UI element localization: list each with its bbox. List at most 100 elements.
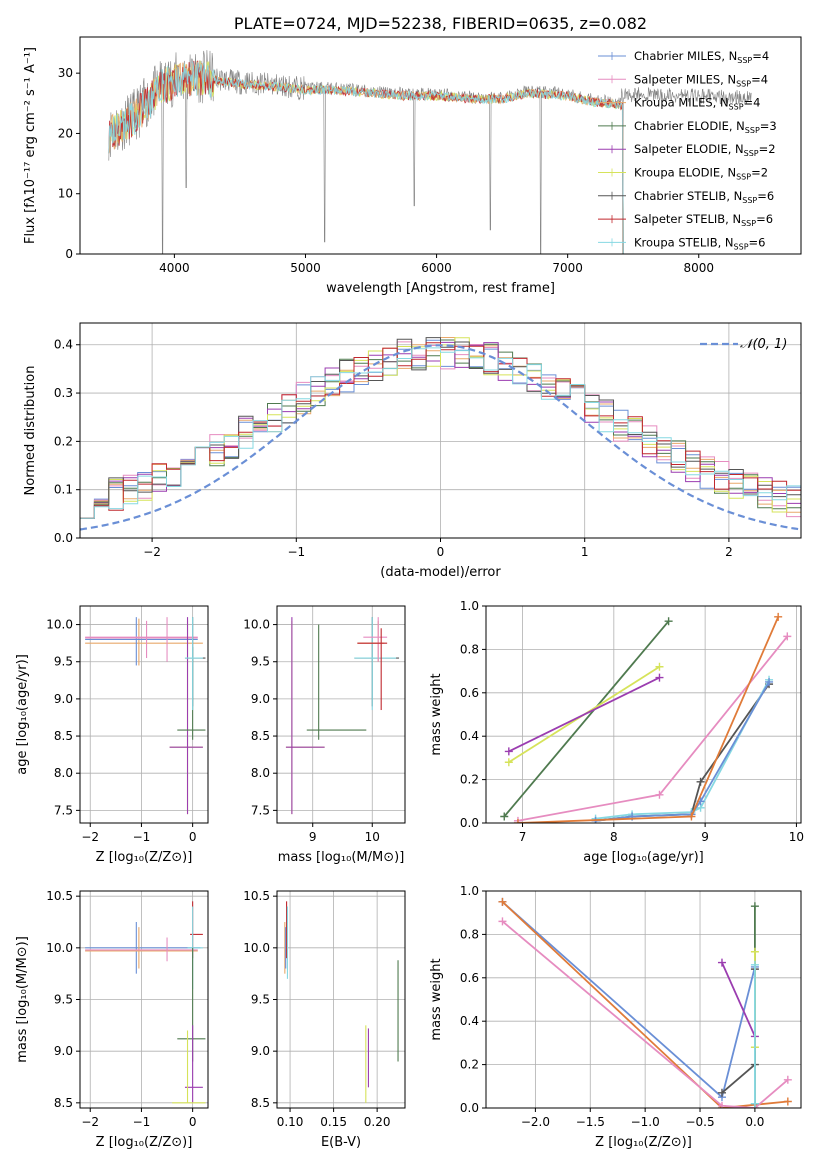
series-chabrier_miles <box>498 897 759 1102</box>
plot-area-mass_vs_z <box>80 891 208 1108</box>
y-tick-label: 10.0 <box>46 941 73 955</box>
legend-label: Salpeter ELODIE, NSSP=2 <box>634 142 776 158</box>
panel-mass_vs_z: −2 −1 0 8.5 9.0 9.5 10.0 10.5 Z [log₁₀(Z/Z⊙)] mas… <box>15 889 209 1150</box>
x-axis-label: age [log₁₀(age/yr)] <box>583 850 704 865</box>
x-tick-label: 0.10 <box>277 1115 304 1129</box>
point-chabrier_miles <box>85 617 198 666</box>
y-tick-label: 10.5 <box>243 889 270 903</box>
point-salpeter_elodie <box>285 617 325 815</box>
plot-area-weight_vs_z <box>486 891 801 1108</box>
y-tick-label: 0.4 <box>460 729 479 743</box>
y-tick-label: 8.0 <box>54 766 73 780</box>
x-tick-label: −1 <box>133 1115 151 1129</box>
point-marker <box>750 1099 759 1108</box>
series-line <box>595 683 770 822</box>
y-tick-label: 0.6 <box>460 686 479 700</box>
point-salpeter_stelib <box>357 628 388 711</box>
y-tick-label: 0 <box>65 247 73 261</box>
y-axis-label: mass weight <box>429 673 444 755</box>
series-kroupa_stelib <box>750 960 759 1108</box>
point-marker <box>750 902 759 911</box>
point-kroupa_miles <box>357 620 385 662</box>
series-salpeter_elodie <box>717 958 759 1041</box>
y-tick-label: 9.5 <box>54 655 73 669</box>
axes-frame <box>79 890 209 1109</box>
y-tick-label: 8.0 <box>251 766 270 780</box>
legend-label: Salpeter STELIB, NSSP=6 <box>634 212 773 228</box>
x-tick-label: −2.0 <box>521 1115 550 1129</box>
y-axis-label: mass [log₁₀(M/M⊙)] <box>15 936 30 1063</box>
point-kroupa_stelib <box>354 617 397 711</box>
axes-frame <box>276 605 406 824</box>
series-line <box>501 901 788 1108</box>
point-marker <box>717 1088 726 1097</box>
point-marker <box>655 662 664 671</box>
point-marker <box>783 1097 792 1106</box>
x-tick-label: −1 <box>287 545 305 559</box>
x-tick-label: 0 <box>437 545 445 559</box>
x-tick-label: 6000 <box>421 261 452 275</box>
gaussian-curve <box>80 344 799 531</box>
axes-frame <box>276 890 406 1109</box>
y-tick-label: 0.6 <box>460 971 479 985</box>
axes-frame <box>79 36 802 255</box>
point-marker <box>750 960 759 969</box>
point-marker <box>783 1075 792 1084</box>
x-tick-label: 0 <box>189 1115 197 1129</box>
point-salpeter_elodie <box>169 617 203 815</box>
y-tick-label: 10.5 <box>46 889 73 903</box>
chart-title: PLATE=0724, MJD=52238, FIBERID=0635, z=0… <box>234 14 647 33</box>
point-marker <box>783 632 792 641</box>
series-line <box>721 962 756 1037</box>
y-axis-label: age [log₁₀(age/yr)] <box>15 654 30 775</box>
point-marker <box>774 612 783 621</box>
legend-label: Chabrier STELIB, NSSP=6 <box>634 189 774 205</box>
point-marker <box>687 812 696 821</box>
x-axis-label: E(B-V) <box>321 1135 361 1150</box>
point-marker <box>504 747 513 756</box>
point-marker <box>513 819 522 823</box>
plot-area-age_vs_mass <box>277 606 405 823</box>
x-axis-label: mass [log₁₀(M/M⊙)] <box>278 850 405 865</box>
legend-label: Kroupa STELIB, NSSP=6 <box>634 235 765 251</box>
point-marker <box>500 812 509 821</box>
point-kroupa_miles <box>85 927 198 969</box>
point-kroupa_elodie <box>169 620 203 815</box>
x-tick-label: −2 <box>81 830 99 844</box>
y-axis-label: Flux [fλ10⁻¹⁷ erg cm⁻² s⁻¹ A⁻¹] <box>23 47 38 244</box>
y-tick-label: 10.0 <box>46 618 73 632</box>
y-tick-label: 0.1 <box>54 483 73 497</box>
series-line <box>595 679 770 820</box>
point-chabrier_miles <box>85 922 201 974</box>
legend-label: Kroupa MILES, NSSP=4 <box>634 96 760 112</box>
point-marker <box>717 1101 726 1108</box>
series-chabrier_elodie <box>500 617 673 821</box>
point-kroupa_miles <box>85 618 203 666</box>
y-tick-label: 0.2 <box>460 1058 479 1072</box>
point-marker <box>765 677 774 686</box>
point-chabrier_elodie <box>177 947 206 1062</box>
series-orange <box>513 612 783 823</box>
histogram-kroupa_stelib <box>80 347 801 519</box>
axes-frame <box>485 605 802 824</box>
x-tick-label: 7 <box>519 830 527 844</box>
panel-age_vs_mass: 9 10 7.5 8.0 8.5 9.0 9.5 10.0 mass [log₁₀(M/M⊙)] <box>243 605 406 865</box>
x-tick-label: 1 <box>581 545 589 559</box>
x-tick-label: −2 <box>81 1115 99 1129</box>
point-salpeter_miles <box>363 617 388 662</box>
x-tick-label: 0.20 <box>364 1115 391 1129</box>
legend-label: 𝒩(0, 1) <box>740 337 787 352</box>
x-tick-label: 2 <box>725 545 733 559</box>
series-salpeter_elodie <box>504 673 664 756</box>
x-tick-label: −1 <box>133 830 151 844</box>
legend-label: Chabrier MILES, NSSP=4 <box>634 49 769 65</box>
x-tick-label: 8 <box>610 830 618 844</box>
y-tick-label: 0.4 <box>460 1014 479 1028</box>
point-marker <box>504 758 513 767</box>
y-tick-label: 10 <box>58 187 73 201</box>
axes-frame <box>79 605 209 824</box>
model-spectrum-kroupa_stelib <box>108 61 624 254</box>
y-tick-label: 1.0 <box>460 599 479 613</box>
point-marker <box>655 673 664 682</box>
x-tick-label: 10 <box>789 830 804 844</box>
